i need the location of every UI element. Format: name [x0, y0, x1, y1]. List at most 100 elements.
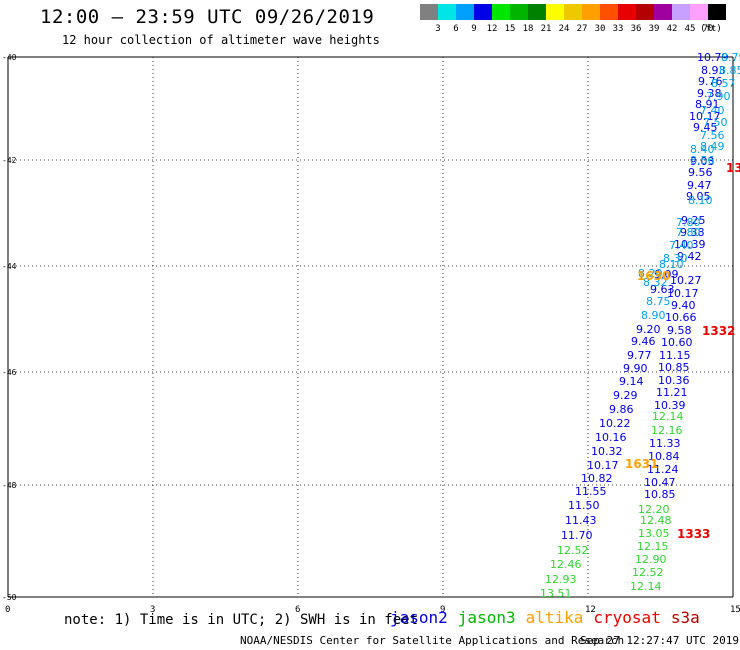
color-swatch: [564, 4, 582, 20]
color-swatch: [492, 4, 510, 20]
jason3-obs-label: 7.56: [700, 129, 725, 142]
jason3-obs-label: 10.22: [599, 417, 631, 430]
jason3-obs-label: 9.20: [636, 323, 661, 336]
jason3-obs-label: 10.82: [581, 472, 613, 485]
jason3-obs-label: 8.79: [721, 51, 740, 64]
jason3-obs-label: 10.27: [670, 274, 702, 287]
jason3-obs-label: 8.30: [663, 252, 688, 265]
jason3-obs-label: 11.33: [649, 437, 681, 450]
legend-item-jason2: jason2: [390, 608, 448, 627]
color-swatch: [636, 4, 654, 20]
jason3-obs-label: 7.50: [703, 116, 728, 129]
color-swatch-label: 6: [453, 24, 459, 34]
color-swatch-label: 21: [540, 24, 552, 34]
jason3-obs-label: 12.90: [635, 553, 667, 566]
jason3-obs-label: 11.70: [561, 529, 593, 542]
color-swatch-label: 15: [504, 24, 516, 34]
y-tick-label: -48: [2, 481, 17, 490]
jason3-obs-label: 10.39: [674, 238, 706, 251]
jason3-obs-label: 12.14: [630, 580, 662, 593]
jason3-obs-label: 9.29: [613, 389, 638, 402]
y-tick-label: -46: [2, 368, 17, 377]
x-tick-label: 3: [150, 605, 155, 615]
color-swatch: [546, 4, 564, 20]
jason3-obs-label: 7.40: [700, 104, 725, 117]
jason3-obs-label: 8.57: [711, 77, 736, 90]
map-subtitle: 12 hour collection of altimeter wave hei…: [62, 33, 380, 47]
cryosat-obs-label: 13: [726, 161, 740, 175]
x-tick-label: 0: [5, 605, 10, 615]
color-swatch: [708, 4, 726, 20]
jason3-obs-label: 8.20: [638, 267, 663, 280]
jason3-obs-label: 9.09: [654, 268, 679, 281]
jason3-obs-label: 12.93: [545, 573, 577, 586]
jason3-obs-label: 12.46: [550, 558, 582, 571]
jason3-obs-label: 8.49: [700, 140, 725, 153]
jason3-obs-label: 12.52: [632, 566, 664, 579]
jason3-obs-label: 8.85: [719, 64, 740, 77]
color-swatch-label: 27: [576, 24, 588, 34]
jason3-obs-label: 11.24: [647, 463, 679, 476]
satellite-legend: jason2 jason3 altika cryosat s3a: [390, 608, 710, 627]
jason3-obs-label: 9.45: [693, 121, 718, 134]
jason3-obs-label: 7.80: [676, 216, 701, 229]
y-tick-label: -40: [2, 53, 17, 62]
jason3-obs-label: 9.05: [686, 190, 711, 203]
color-swatch-label: 33: [612, 24, 624, 34]
altika-obs-label: 1630: [637, 269, 670, 283]
color-swatch-label: 30: [594, 24, 606, 34]
jason3-obs-label: 8.75: [646, 295, 671, 308]
jason3-obs-label: 9.03: [690, 155, 715, 168]
legend-item-altika: altika: [525, 608, 584, 627]
y-tick-label: -50: [2, 593, 17, 602]
map-title: 12:00 – 23:59 UTC 09/26/2019: [40, 6, 375, 28]
axis-tick-labels: 0 3 6 9 12 15 -40 -42 -44 -46 -48 -50: [2, 53, 740, 615]
jason3-obs-label: 12.14: [652, 410, 684, 423]
color-swatch-label: 45: [684, 24, 696, 34]
jason3-obs-label: 8.90: [641, 309, 666, 322]
cryosat-obs-label: 1333: [677, 527, 710, 541]
jason3-obs-label: 12.52: [557, 544, 589, 557]
jason3-obs-label: 10.36: [658, 374, 690, 387]
jason3-obs-label: 8.10: [659, 258, 684, 271]
jason3-obs-label: 9.38: [697, 87, 722, 100]
color-swatch: [654, 4, 672, 20]
jason3-obs-label: 12.20: [638, 503, 670, 516]
jason3-obs-label: 10.85: [658, 361, 690, 374]
x-tick-label: 15: [730, 605, 740, 615]
jason3-obs-label: 8.10: [688, 194, 713, 207]
jason3-obs-label: 9.46: [631, 335, 656, 348]
color-swatch: [438, 4, 456, 20]
y-tick-label: -44: [2, 262, 17, 271]
cryosat-obs-label: 1332: [702, 324, 735, 338]
color-swatch: [582, 4, 600, 20]
jason3-obs-label: 9.47: [687, 179, 712, 192]
jason3-obs-label: 10.66: [665, 311, 697, 324]
color-swatch-label: 18: [522, 24, 534, 34]
legend-item-jason3: jason3: [457, 608, 516, 627]
jason3-obs-label: 10.79: [697, 51, 729, 64]
color-swatch: [672, 4, 690, 20]
jason3-obs-label: 10.39: [654, 399, 686, 412]
jason3-obs-label: 10.60: [661, 336, 693, 349]
color-swatch: [420, 4, 438, 20]
generated-timestamp: Sep 27 12:27:47 UTC 2019: [580, 634, 739, 647]
jason3-obs-label: 8.32: [643, 276, 668, 289]
jason3-obs-label: 10.32: [591, 445, 623, 458]
jason3-obs-label: 9.25: [681, 214, 706, 227]
jason3-obs-label: 10.16: [595, 431, 627, 444]
jason3-obs-label: 10.47: [644, 476, 676, 489]
lat-lon-grid: [7, 56, 734, 598]
jason3-obs-label: 9.90: [623, 362, 648, 375]
x-tick-label: 9: [440, 605, 445, 615]
color-swatch: [690, 4, 708, 20]
jason3-obs-label: 10.17: [689, 110, 721, 123]
jason3-obs-label: 13.05: [638, 527, 670, 540]
jason3-obs-label: 9.14: [619, 375, 644, 388]
jason3-obs-label: 11.43: [565, 514, 597, 527]
color-swatch-label: 70: [702, 24, 714, 34]
jason3-obs-label: 7.90: [706, 90, 731, 103]
jason3-obs-label: 9.77: [627, 349, 652, 362]
altika-obs-label: 1631: [625, 457, 658, 471]
